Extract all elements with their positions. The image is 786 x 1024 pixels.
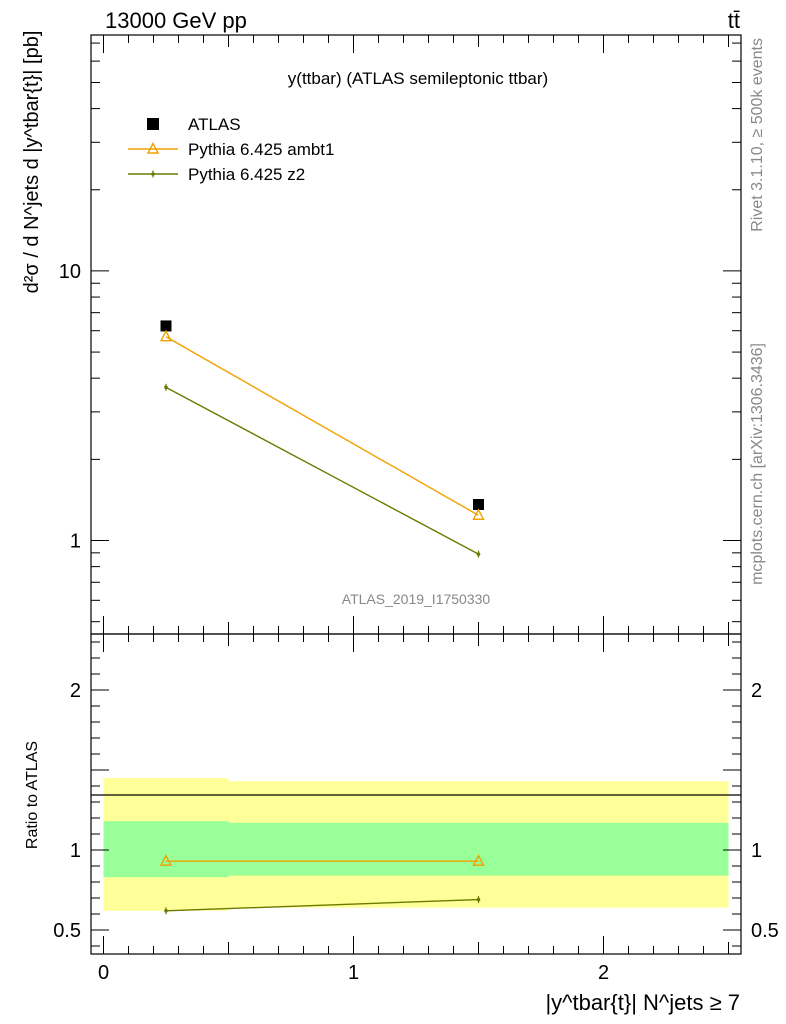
x-tick-label: 0 bbox=[98, 962, 109, 984]
ratio-y-tick-label-right: 0.5 bbox=[751, 920, 779, 942]
main-data-point bbox=[159, 329, 173, 342]
analysis-watermark: ATLAS_2019_I1750330 bbox=[342, 591, 491, 607]
ratio-y-tick-label: 2 bbox=[70, 680, 81, 702]
main-data-point bbox=[476, 552, 481, 556]
main-data-point bbox=[164, 385, 168, 390]
ratio-y-tick-label: 1 bbox=[70, 840, 81, 862]
ratio-band-green bbox=[228, 822, 729, 876]
x-axis-label: |y^tbar{t}| N^jets ≥ 7 bbox=[545, 990, 740, 1015]
ratio-y-axis-label: Ratio to ATLAS bbox=[24, 741, 41, 849]
ratio-y-tick-label-right: 2 bbox=[751, 680, 762, 702]
legend-label: ATLAS bbox=[188, 115, 241, 134]
ratio-data-point bbox=[159, 854, 173, 866]
rivet-label: Rivet 3.1.10, ≥ 500k events bbox=[749, 38, 766, 232]
legend-marker bbox=[147, 118, 159, 130]
main-data-point bbox=[472, 508, 485, 521]
ratio-uncertainty-bands bbox=[103, 778, 729, 911]
main-series-line bbox=[165, 336, 479, 516]
ratio-data-point bbox=[164, 909, 168, 913]
legend-marker bbox=[146, 141, 160, 154]
ratio-y-tick-label: 0.5 bbox=[53, 920, 81, 942]
legend-label: Pythia 6.425 ambt1 bbox=[188, 140, 334, 159]
energy-label: 13000 GeV pp bbox=[105, 8, 247, 33]
main-y-tick-label: 1 bbox=[70, 531, 81, 553]
ratio-panel: 0.5 0.5 1 1 2 2 0 1 2 Ratio to ATLAS |y^tbar{t}|… bbox=[24, 633, 779, 1015]
main-data-point bbox=[473, 499, 484, 511]
ratio-axis-ticks: 0.5 0.5 1 1 2 2 0 1 2 bbox=[53, 634, 779, 984]
main-axis-ticks: 1 10 bbox=[59, 35, 741, 634]
x-tick-label: 1 bbox=[348, 962, 359, 984]
ratio-series-layer bbox=[159, 854, 485, 915]
legend-marker bbox=[151, 172, 155, 176]
ratio-data-point bbox=[472, 854, 485, 866]
ratio-frame bbox=[90, 633, 742, 955]
mcplots-label: mcplots.cern.ch [arXiv:1306.3436] bbox=[749, 343, 766, 585]
main-series-layer bbox=[159, 320, 485, 558]
main-y-tick-label: 10 bbox=[59, 261, 81, 283]
x-tick-label: 2 bbox=[598, 962, 609, 984]
ratio-series-line bbox=[165, 898, 479, 912]
legend: ATLAS Pythia 6.425 ambt1 Pythia 6.425 z2 bbox=[128, 115, 334, 184]
ratio-band-green bbox=[103, 821, 229, 878]
process-label: tt̄ bbox=[728, 8, 740, 33]
ratio-y-tick-label-right: 1 bbox=[751, 840, 762, 862]
main-title: y(ttbar) (ATLAS semileptonic ttbar) bbox=[288, 69, 548, 88]
ratio-data-point bbox=[476, 897, 481, 902]
main-data-point bbox=[160, 320, 172, 332]
main-panel: 110 y(ttbar) (ATLAS semileptonic ttbar) … bbox=[21, 31, 742, 635]
main-y-axis-label: d²σ / d N^jets d |y^tbar{t}| [pb] bbox=[21, 31, 43, 294]
legend-label: Pythia 6.425 z2 bbox=[188, 165, 305, 184]
main-series-line bbox=[165, 386, 479, 555]
